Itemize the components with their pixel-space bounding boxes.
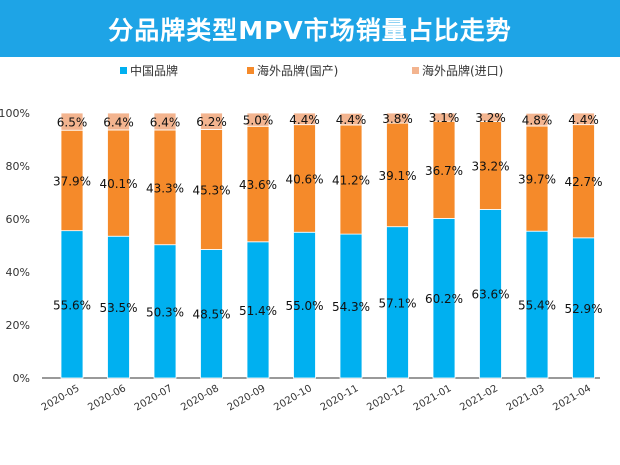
data-label: 39.1% bbox=[378, 169, 416, 183]
bar-segment bbox=[60, 112, 84, 131]
legend: 中国品牌 海外品牌(国产) 海外品牌(进口) bbox=[0, 62, 620, 80]
bar-segment bbox=[572, 112, 595, 126]
data-label: 51.4% bbox=[239, 304, 277, 318]
chart-title: 分品牌类型MPV市场销量占比走势 bbox=[108, 15, 512, 45]
data-label: 4.8% bbox=[522, 114, 553, 128]
legend-label: 中国品牌 bbox=[130, 64, 179, 78]
data-label: 43.6% bbox=[239, 178, 277, 192]
data-label: 52.9% bbox=[564, 302, 602, 316]
x-tick-label: 2021-01 bbox=[412, 383, 454, 413]
x-tick-label: 2021-03 bbox=[505, 383, 547, 413]
x-tick-label: 2020-12 bbox=[365, 383, 407, 413]
bar-segment bbox=[293, 112, 316, 126]
data-label: 41.2% bbox=[332, 174, 370, 188]
data-label: 5.0% bbox=[243, 114, 274, 128]
data-label: 57.1% bbox=[378, 296, 416, 310]
y-tick-label: 80% bbox=[6, 160, 30, 173]
y-tick-label: 20% bbox=[6, 319, 30, 332]
x-tick-label: 2020-11 bbox=[319, 383, 361, 413]
data-label: 50.3% bbox=[146, 305, 184, 319]
bar-segment bbox=[479, 112, 502, 122]
legend-item-china-brand: 中国品牌 bbox=[120, 62, 178, 79]
x-tick-label: 2020-09 bbox=[226, 383, 268, 413]
title-banner: 分品牌类型MPV市场销量占比走势 bbox=[0, 0, 620, 57]
data-label: 39.7% bbox=[518, 173, 556, 187]
x-tick-label: 2020-10 bbox=[272, 383, 314, 413]
data-label: 4.4% bbox=[289, 113, 320, 127]
bar-segment bbox=[432, 112, 456, 122]
x-tick-label: 2020-07 bbox=[133, 383, 175, 413]
data-label: 3.1% bbox=[429, 111, 460, 125]
y-tick-label: 40% bbox=[6, 266, 30, 279]
data-label: 3.8% bbox=[382, 112, 413, 126]
bar-segment bbox=[153, 112, 177, 131]
data-label: 36.7% bbox=[425, 164, 463, 178]
bar-segment bbox=[107, 112, 130, 131]
data-label: 33.2% bbox=[471, 159, 509, 173]
data-label: 37.9% bbox=[53, 174, 91, 188]
bar-segment bbox=[246, 112, 270, 127]
data-label: 40.6% bbox=[285, 172, 323, 186]
data-label: 55.0% bbox=[285, 299, 323, 313]
x-tick-label: 2020-06 bbox=[86, 383, 128, 413]
bar-segment bbox=[339, 112, 363, 126]
data-label: 6.2% bbox=[196, 115, 227, 129]
y-tick-label: 0% bbox=[13, 372, 30, 385]
x-tick-label: 2021-04 bbox=[551, 383, 593, 413]
legend-label: 海外品牌(进口) bbox=[422, 64, 504, 78]
data-label: 40.1% bbox=[99, 177, 137, 191]
data-label: 55.4% bbox=[518, 299, 556, 313]
bar-segment bbox=[386, 112, 409, 124]
data-label: 42.7% bbox=[564, 175, 602, 189]
y-tick-label: 100% bbox=[0, 107, 30, 120]
data-label: 48.5% bbox=[192, 308, 230, 322]
data-label: 43.3% bbox=[146, 181, 184, 195]
legend-swatch bbox=[120, 67, 127, 74]
x-tick-label: 2020-05 bbox=[40, 383, 82, 413]
data-label: 3.2% bbox=[475, 111, 506, 125]
data-label: 4.4% bbox=[336, 113, 367, 127]
data-label: 54.3% bbox=[332, 300, 370, 314]
x-tick-label: 2020-08 bbox=[179, 383, 221, 413]
data-label: 45.3% bbox=[192, 183, 230, 197]
data-label: 4.4% bbox=[568, 113, 599, 127]
data-label: 55.6% bbox=[53, 298, 91, 312]
legend-swatch bbox=[412, 67, 419, 74]
x-tick-label: 2021-02 bbox=[458, 383, 500, 413]
legend-item-foreign-domestic: 海外品牌(国产) bbox=[247, 62, 338, 79]
legend-label: 海外品牌(国产) bbox=[257, 64, 339, 78]
data-label: 63.6% bbox=[471, 288, 509, 302]
y-tick-label: 60% bbox=[6, 213, 30, 226]
data-label: 6.5% bbox=[57, 116, 88, 130]
bar-segment bbox=[200, 112, 223, 130]
bar-segment bbox=[525, 112, 549, 127]
data-label: 6.4% bbox=[103, 115, 134, 129]
data-label: 60.2% bbox=[425, 292, 463, 306]
legend-swatch bbox=[247, 67, 254, 74]
data-label: 6.4% bbox=[150, 115, 181, 129]
data-label: 53.5% bbox=[99, 301, 137, 315]
legend-item-foreign-import: 海外品牌(进口) bbox=[412, 62, 503, 79]
